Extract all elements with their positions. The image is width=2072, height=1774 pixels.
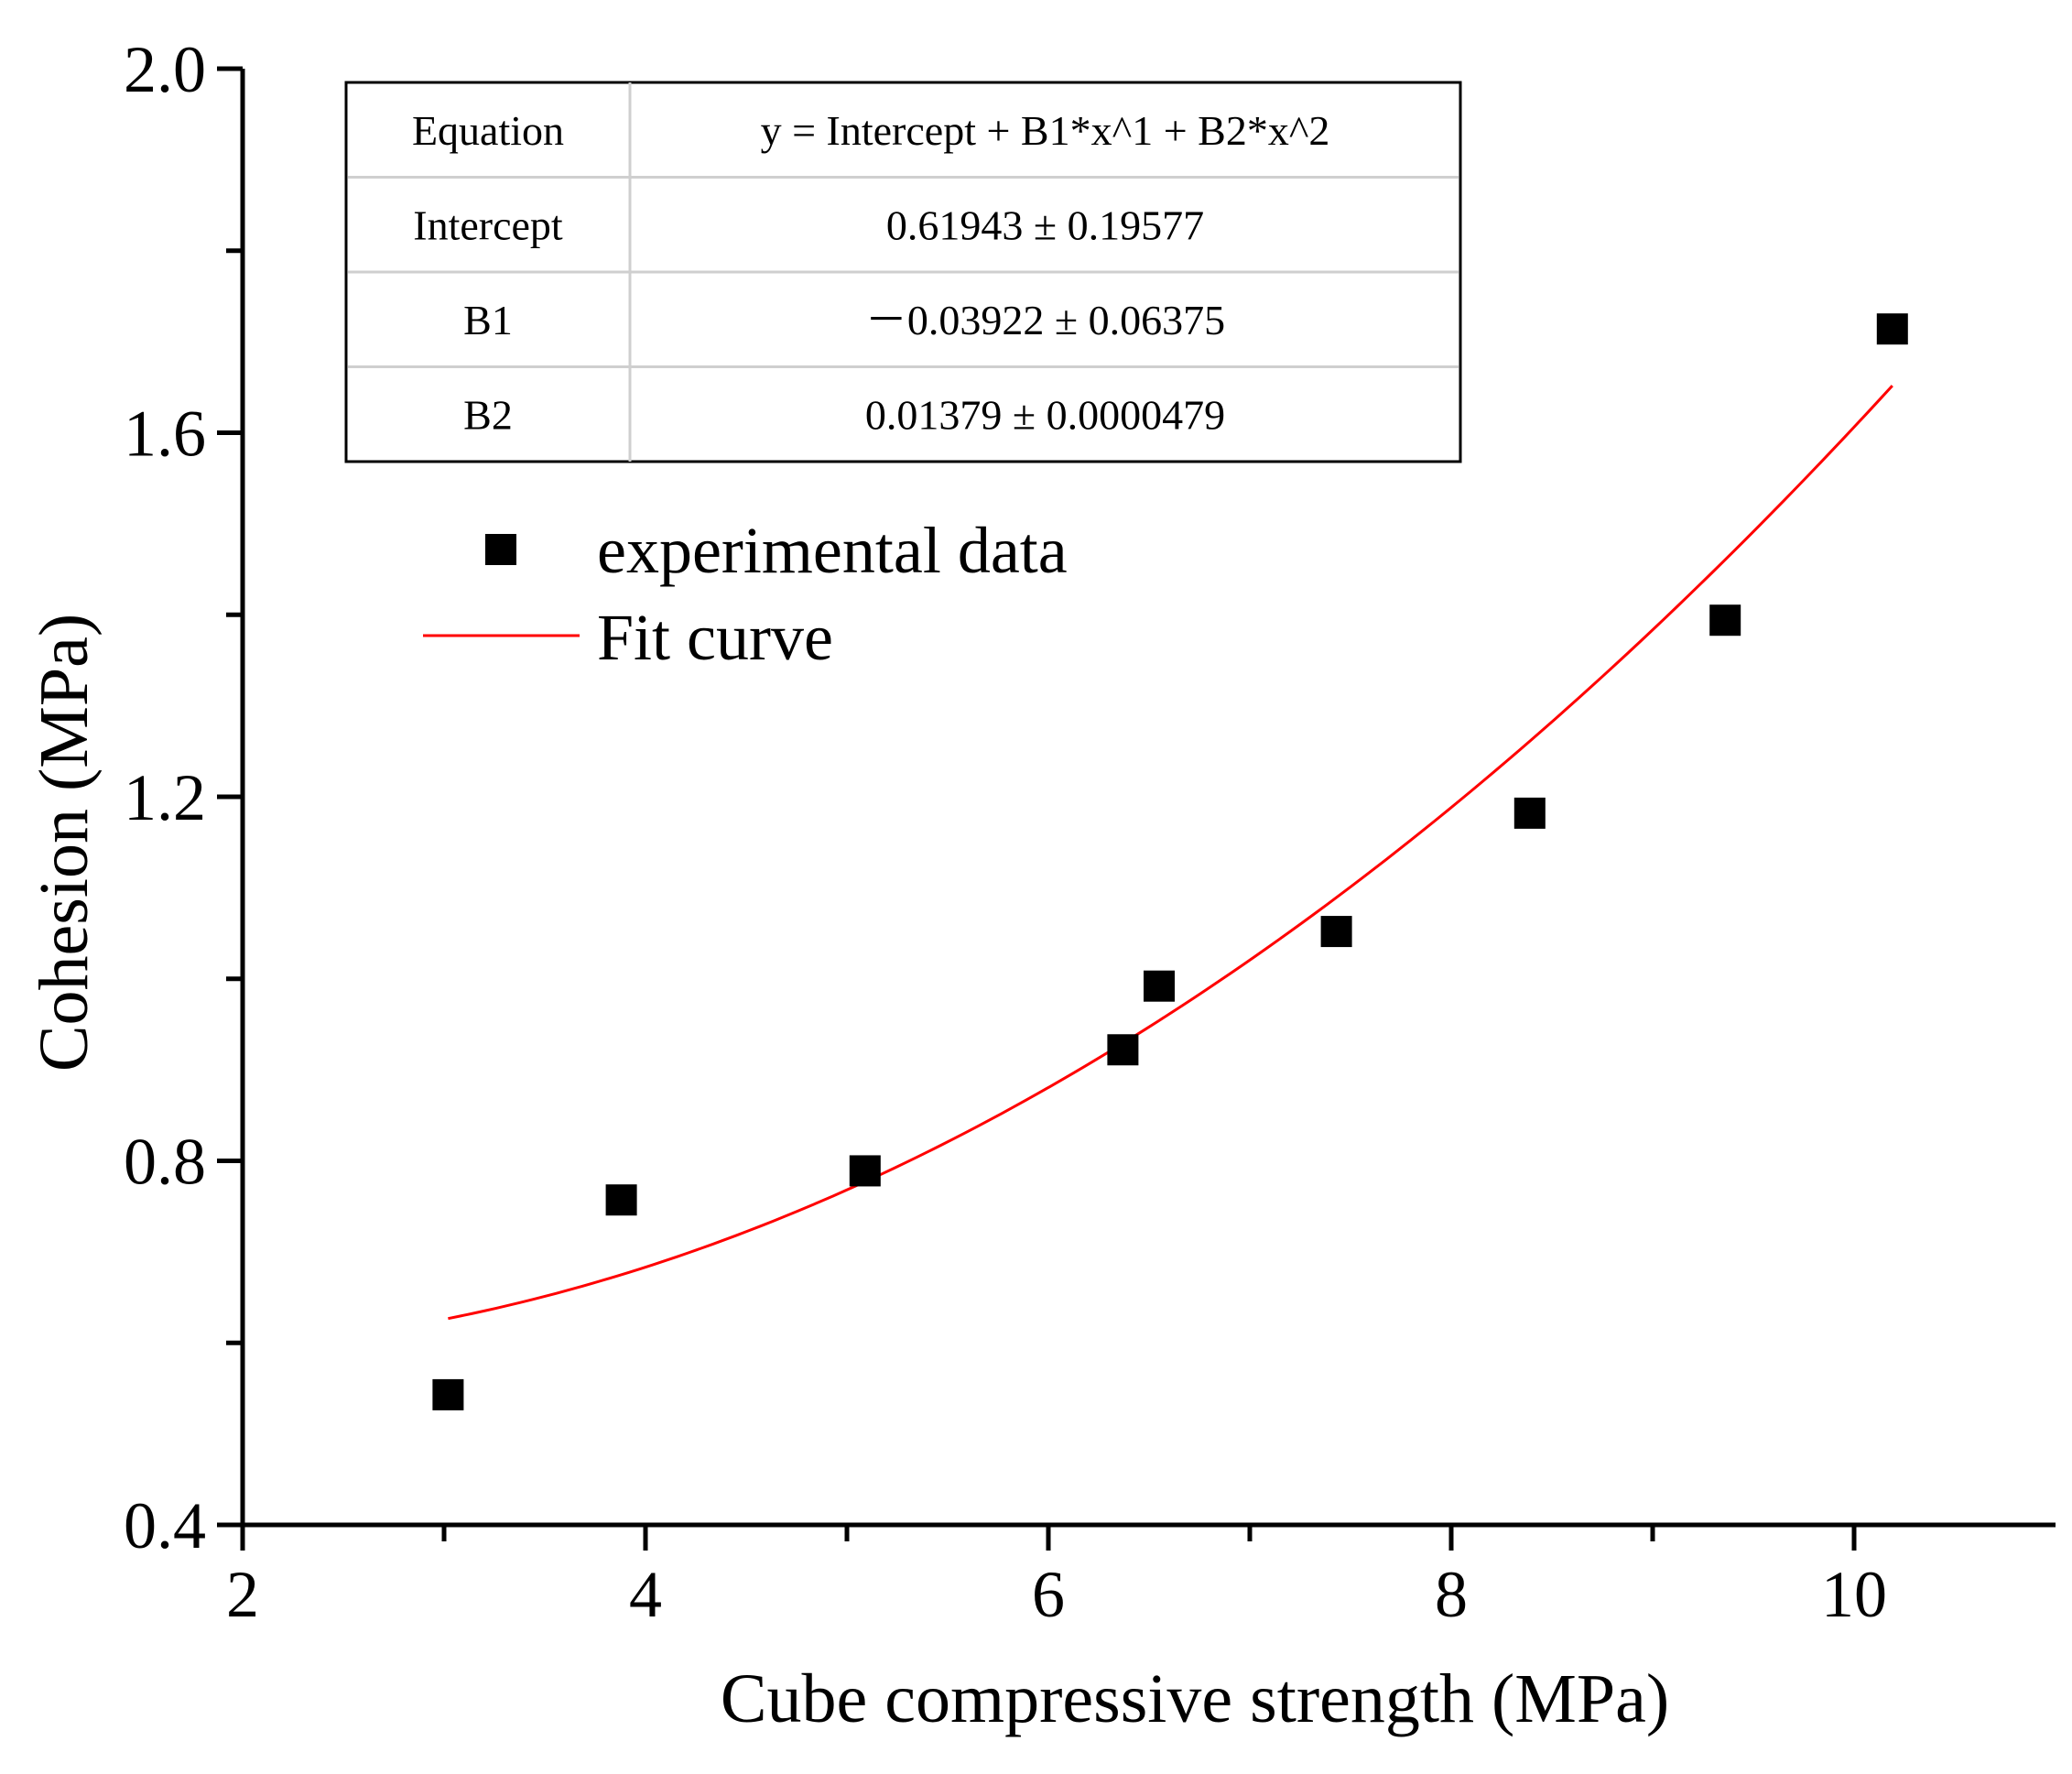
data-point	[1144, 970, 1175, 1002]
data-point	[432, 1378, 464, 1410]
data-point	[605, 1184, 637, 1216]
y-tick-label: 1.2	[124, 761, 206, 834]
data-point	[1876, 313, 1908, 345]
data-point	[849, 1155, 881, 1187]
table-row-label: Equation	[412, 107, 564, 154]
legend-label-experimental: experimental data	[597, 514, 1068, 587]
x-tick-label: 8	[1435, 1558, 1468, 1631]
legend: experimental data Fit curve	[423, 514, 1068, 674]
data-point	[1513, 797, 1546, 829]
legend-label-fit: Fit curve	[597, 601, 833, 674]
x-tick-label: 10	[1821, 1558, 1887, 1631]
data-point	[1320, 916, 1352, 948]
table-row-label: Intercept	[413, 201, 563, 248]
x-tick-label: 2	[226, 1558, 259, 1631]
y-tick-label: 0.4	[124, 1489, 206, 1562]
y-tick-label: 2.0	[124, 33, 206, 106]
y-tick-label: 1.6	[124, 397, 206, 471]
table-row-value: 0.01379 ± 0.0000479	[865, 391, 1225, 438]
data-point	[1709, 604, 1741, 637]
fit-curve-layer	[448, 385, 1893, 1321]
axes: 2 4 6 8 10 0.4 0.8 1.2 1.6 2.0	[124, 33, 2056, 1631]
fit-curve-line	[448, 385, 1893, 1321]
legend-marker-experimental	[485, 534, 516, 565]
table-row-label: B2	[463, 391, 513, 438]
data-point	[1107, 1034, 1139, 1066]
fit-parameter-table: Equation y = Intercept + B1*x^1 + B2*x^2 I…	[344, 81, 1462, 463]
x-tick-label: 4	[629, 1558, 662, 1631]
table-row-label: B1	[463, 297, 513, 343]
table-row-value: 0.61943 ± 0.19577	[886, 201, 1204, 248]
y-axis-title: Cohesion (MPa)	[26, 614, 103, 1072]
table-row-value: y = Intercept + B1*x^1 + B2*x^2	[761, 107, 1330, 154]
y-tick-label: 0.8	[124, 1126, 206, 1199]
x-axis-title: Cube compressive strength (MPa)	[721, 1660, 1669, 1737]
x-tick-label: 6	[1032, 1558, 1065, 1631]
data-points	[432, 313, 1908, 1410]
table-row-value: －0.03922 ± 0.06375	[865, 297, 1225, 343]
